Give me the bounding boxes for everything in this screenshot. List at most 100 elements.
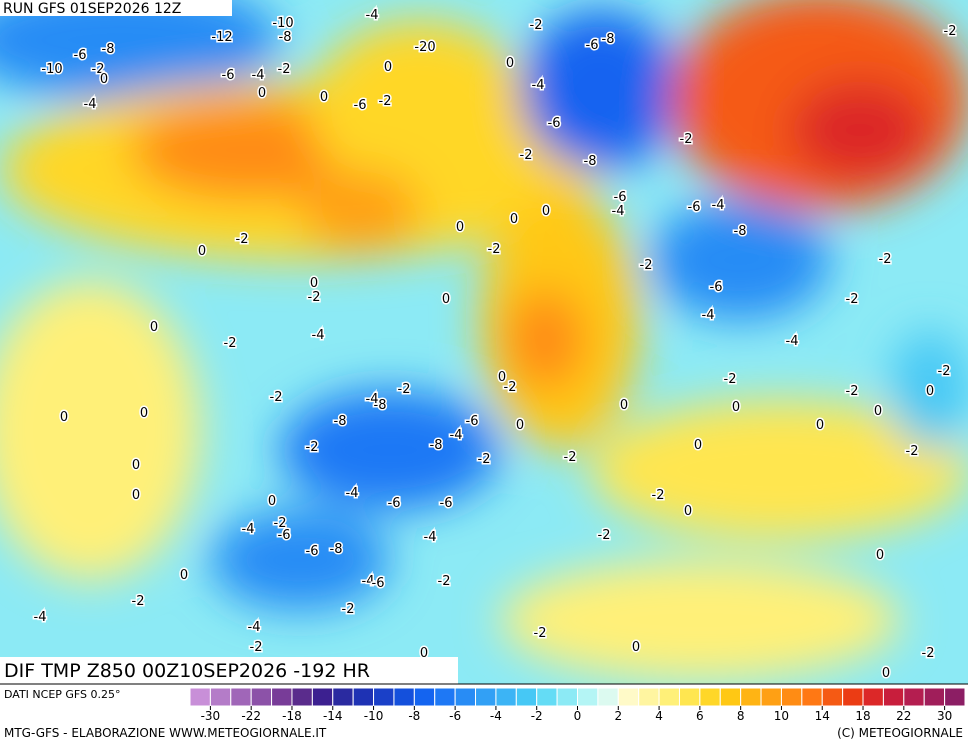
contour-label: 0: [150, 320, 158, 335]
contour-label: -6: [354, 98, 367, 113]
contour-label: -8: [430, 438, 443, 453]
source: DATI NCEP GFS 0.25°: [4, 688, 121, 701]
contour-label: -2: [906, 444, 919, 459]
color-swatch: [780, 687, 803, 707]
color-swatch: [454, 687, 477, 707]
contour-label: 0: [258, 86, 266, 101]
color-swatch: [352, 687, 375, 707]
tick-label: 6: [696, 709, 704, 723]
tick-label: -6: [449, 709, 461, 723]
contour-label: 0: [268, 494, 276, 509]
contour-label: -8: [584, 154, 597, 169]
contour-label: -8: [602, 32, 615, 47]
contour-label: -8: [334, 414, 347, 429]
contour-label: -8: [374, 398, 387, 413]
color-swatch: [617, 687, 640, 707]
contour-label: -4: [450, 428, 463, 443]
contour-label: -2: [598, 528, 611, 543]
contour-label: -12: [211, 30, 232, 45]
color-swatch: [903, 687, 925, 707]
color-swatch: [923, 687, 946, 707]
contour-label: 0: [874, 404, 882, 419]
contour-label: -6: [440, 496, 453, 511]
tick-label: -8: [408, 709, 420, 723]
tick-label: -4: [490, 709, 502, 723]
color-swatch: [536, 687, 558, 707]
contour-label: -2: [530, 18, 543, 33]
color-swatch: [291, 687, 313, 707]
contour-label: 0: [510, 212, 518, 227]
contour-label: -4: [34, 610, 47, 625]
color-swatch: [740, 687, 762, 707]
contour-label: 0: [816, 418, 824, 433]
contour-label: -2: [438, 574, 451, 589]
header-box: [0, 0, 232, 16]
tick-label: 22: [896, 709, 911, 723]
contour-label: 0: [132, 488, 140, 503]
contour-label: -2: [846, 292, 859, 307]
contour-label: 0: [506, 56, 514, 71]
contour-label: -2: [846, 384, 859, 399]
color-swatch: [515, 687, 538, 707]
tick-label: -14: [323, 709, 343, 723]
contour-label: -4: [366, 8, 379, 23]
contour-label: -6: [74, 48, 87, 63]
contour-label: 0: [60, 410, 68, 425]
color-swatch: [373, 687, 395, 707]
contour-label: 0: [876, 548, 884, 563]
contour-label: -6: [388, 496, 401, 511]
contour-label: 0: [694, 438, 702, 453]
contour-label: -6: [278, 528, 291, 543]
contour-label: -2: [944, 24, 957, 39]
copyright: (C) METEOGIORNALE: [837, 726, 963, 740]
credit: MTG-GFS - ELABORAZIONE WWW.METEOGIORNALE…: [4, 726, 327, 740]
contour-label: -4: [242, 522, 255, 537]
contour-label: -2: [564, 450, 577, 465]
color-swatch: [434, 687, 456, 707]
contour-label: -4: [252, 68, 265, 83]
tick-label: 14: [815, 709, 830, 723]
color-swatch: [760, 687, 782, 707]
run-title: RUN GFS 01SEP2026 12Z: [3, 1, 181, 17]
color-swatch: [801, 687, 823, 707]
color-swatch: [189, 687, 211, 707]
contour-label: -8: [330, 542, 343, 557]
color-swatch: [413, 687, 436, 707]
contour-label: -2: [938, 364, 951, 379]
contour-label: -2: [308, 290, 321, 305]
field: [0, 0, 968, 684]
contour-label: 0: [684, 504, 692, 519]
contour-label: 0: [384, 60, 392, 75]
contour-label: -2: [306, 440, 319, 455]
contour-label: -2: [92, 62, 105, 77]
contour-label: -6: [548, 116, 561, 131]
contour-label: 0: [732, 400, 740, 415]
tick-label: 18: [855, 709, 870, 723]
color-swatch: [944, 687, 966, 707]
contour-label: -4: [366, 392, 379, 407]
tick-label: -2: [531, 709, 543, 723]
contour-label: 0: [498, 370, 506, 385]
contour-label: -4: [712, 198, 725, 213]
color-swatch: [332, 687, 354, 707]
contour-label: 0: [132, 458, 140, 473]
contour-label: -4: [84, 97, 97, 112]
contour-label: 0: [442, 292, 450, 307]
contour-label: -2: [922, 646, 935, 661]
tick-label: -10: [364, 709, 384, 723]
contour-label: -6: [222, 68, 235, 83]
color-swatch: [699, 687, 721, 707]
color-swatch: [271, 687, 293, 707]
contour-label: 0: [620, 398, 628, 413]
contour-labels: -4-2-10-12 -8-6 -8-10 -20-20-2-6 -80 0-4-6 -4-…: [32, 7, 958, 683]
contour-label: -8: [279, 30, 292, 45]
contour-label: 0: [100, 72, 108, 87]
color-swatch: [638, 687, 660, 707]
contour-label: -6: [614, 190, 627, 205]
contour-label: -2: [270, 390, 283, 405]
contour-label: 0: [456, 220, 464, 235]
color-swatch: [842, 687, 864, 707]
contour-label: 0: [516, 418, 524, 433]
contour-label: -6: [372, 576, 385, 591]
